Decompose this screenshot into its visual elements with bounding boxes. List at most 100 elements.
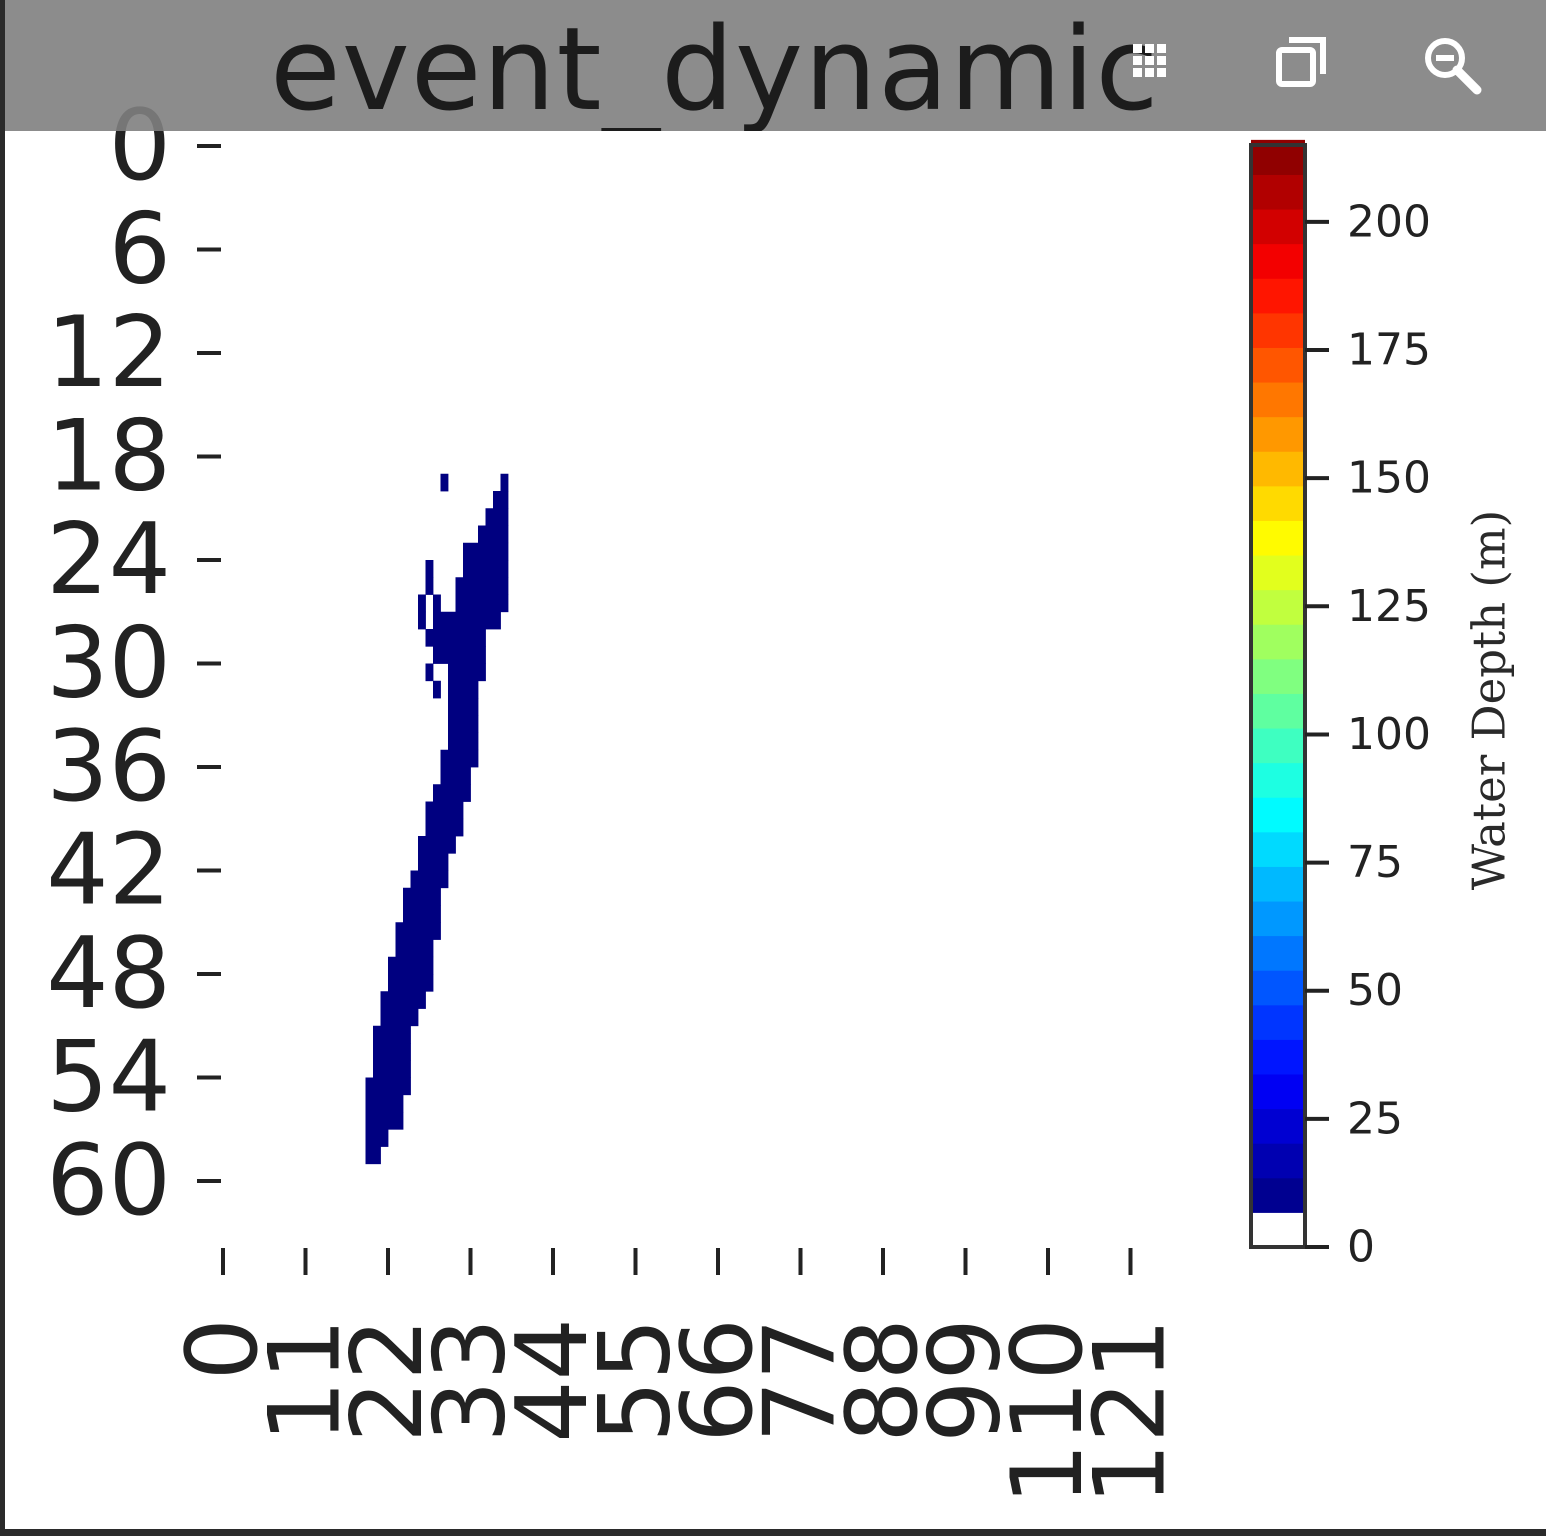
colorbar-segment xyxy=(1251,520,1305,556)
heatmap-cell xyxy=(395,922,441,940)
colorbar-label: Water Depth (m) xyxy=(1462,509,1516,891)
colorbar-segment xyxy=(1251,658,1305,694)
heatmap-cell xyxy=(395,939,434,958)
colorbar-segment xyxy=(1251,901,1305,937)
heatmap-cell xyxy=(425,577,434,595)
heatmap-cell xyxy=(433,680,441,699)
colorbar-tick-label: 125 xyxy=(1347,581,1431,632)
x-tick-label: 11 xyxy=(249,1318,363,1443)
heatmap-cell xyxy=(388,956,434,975)
colorbar-segment xyxy=(1251,243,1305,279)
colorbar-segment xyxy=(1251,1074,1305,1110)
heatmap-cell xyxy=(365,1094,404,1113)
heatmap-cell xyxy=(425,818,464,837)
colorbar-tick-label: 25 xyxy=(1347,1093,1403,1144)
y-tick-label: 12 xyxy=(46,296,171,410)
heatmap-cell xyxy=(365,1146,381,1165)
chart-title: event_dynamic xyxy=(270,3,1160,131)
figure-frame: 0 6 12 18 24 30 36 42 48 54 60 0 11 22 33 44 55 66 77 88 99… xyxy=(5,0,1546,1529)
heatmap-cell xyxy=(365,1129,389,1147)
colorbar-segment xyxy=(1251,1212,1305,1247)
y-tick-label: 18 xyxy=(46,400,171,514)
colorbar-segment xyxy=(1251,382,1305,418)
colorbar-outline xyxy=(1249,143,1307,1249)
colorbar-segment xyxy=(1251,451,1305,487)
heatmap-cell xyxy=(455,577,509,595)
heatmap-cell xyxy=(463,542,509,561)
colorbar-tick-label: 200 xyxy=(1347,196,1431,247)
y-tick-label: 48 xyxy=(46,917,171,1031)
x-tick-label: 110 xyxy=(991,1318,1105,1505)
heatmap-cell xyxy=(403,905,441,923)
figure-toolbar: event_dynamic xyxy=(5,0,1546,131)
heatmap-cell xyxy=(448,698,479,716)
copy-icon[interactable] xyxy=(1275,36,1329,94)
heatmap-cell xyxy=(433,646,486,664)
colorbar: 0 25 50 75 100 125 150 175 200 xyxy=(1249,139,1431,1273)
colorbar-segment xyxy=(1251,589,1305,625)
heatmap-cell xyxy=(418,611,426,630)
heatmap-cell xyxy=(388,974,434,992)
x-tick-label: 66 xyxy=(661,1318,775,1443)
heatmap-cell xyxy=(418,594,426,613)
colorbar-segment xyxy=(1251,728,1305,764)
heatmap-cell xyxy=(425,663,434,682)
x-tick-label: 55 xyxy=(579,1318,693,1443)
x-tick-label: 44 xyxy=(496,1318,610,1443)
zoom-icon[interactable] xyxy=(1423,36,1483,100)
grid-icon[interactable] xyxy=(1131,42,1173,88)
heatmap-cell xyxy=(500,473,509,492)
colorbar-tick-label: 150 xyxy=(1347,453,1431,504)
colorbar-segment xyxy=(1251,555,1305,591)
colorbar-tick-label: 75 xyxy=(1347,837,1403,888)
heatmap-cell xyxy=(448,680,479,699)
heatmap-cell xyxy=(373,1025,411,1044)
colorbar-segment xyxy=(1251,312,1305,348)
colorbar-segment xyxy=(1251,347,1305,383)
heatmap-cell xyxy=(448,663,486,682)
colorbar-segment xyxy=(1251,624,1305,660)
colorbar-segment xyxy=(1251,416,1305,452)
colorbar-segment xyxy=(1251,1004,1305,1040)
colorbar-segment xyxy=(1251,693,1305,729)
x-tick-label: 0 xyxy=(166,1318,280,1380)
colorbar-tick-label: 0 xyxy=(1347,1222,1375,1273)
colorbar-segment xyxy=(1251,866,1305,902)
colorbar-segment xyxy=(1251,485,1305,521)
heatmap-cell xyxy=(433,594,441,613)
colorbar-segment xyxy=(1251,797,1305,833)
colorbar-tick-label: 100 xyxy=(1347,709,1431,760)
heatmap-cells xyxy=(365,473,509,1165)
heatmap-cell xyxy=(440,767,471,785)
heatmap-cell xyxy=(418,836,456,854)
heatmap-cell xyxy=(365,1077,411,1096)
heatmap-cell xyxy=(448,732,479,751)
heatmap-cell xyxy=(418,853,449,871)
x-tick-label: 33 xyxy=(414,1318,528,1443)
colorbar-tick-label: 50 xyxy=(1347,965,1403,1016)
colorbar-segment xyxy=(1251,831,1305,867)
heatmap-cell xyxy=(410,870,449,889)
colorbar-segment xyxy=(1251,935,1305,971)
heatmap-cell xyxy=(380,1008,419,1027)
heatmap-cell xyxy=(365,1112,404,1130)
colorbar-tick-label: 175 xyxy=(1347,325,1431,376)
colorbar-segment xyxy=(1251,970,1305,1006)
heatmap-cell xyxy=(485,508,509,526)
colorbar-segment xyxy=(1251,209,1305,245)
x-tick-label: 77 xyxy=(744,1318,858,1443)
heatmap-cell xyxy=(478,525,509,544)
heatmap-cell xyxy=(493,491,509,509)
heatmap-cell xyxy=(455,594,509,613)
heatmap-cell xyxy=(448,715,479,733)
heatmap-cell xyxy=(463,560,509,578)
y-tick-label: 60 xyxy=(46,1124,171,1238)
y-tick-label: 42 xyxy=(46,814,171,928)
x-tick-label: 22 xyxy=(331,1318,445,1443)
heatmap-cell xyxy=(373,1060,411,1078)
x-tick-label: 99 xyxy=(909,1318,1023,1443)
colorbar-segment xyxy=(1251,762,1305,798)
